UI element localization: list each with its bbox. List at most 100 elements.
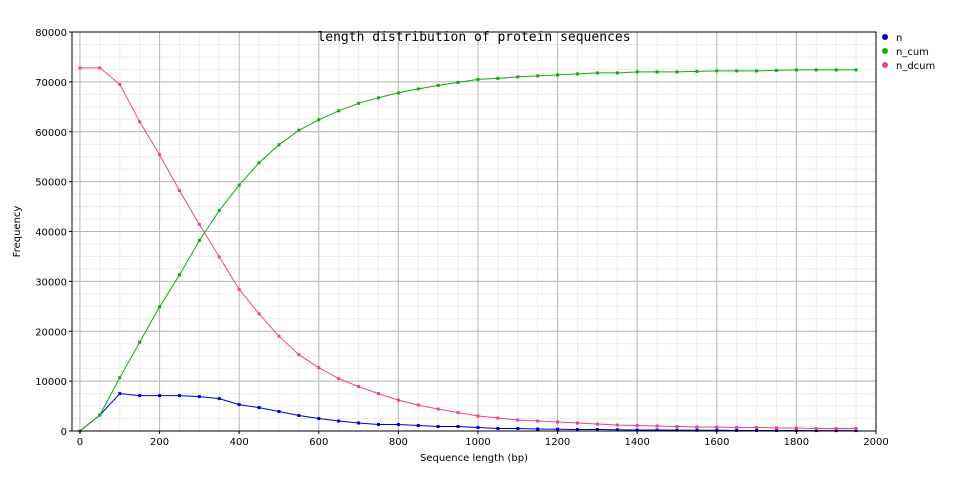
chart-title: length distribution of protein sequences [317,30,630,45]
data-point-n [416,424,420,428]
x-tick-label: 1200 [545,437,570,448]
data-point-n_cum [217,209,221,213]
data-point-n_cum [735,69,739,73]
data-point-n_cum [655,70,659,74]
x-axis-label: Sequence length (bp) [420,453,528,464]
data-point-n [277,410,281,414]
data-point-n_cum [496,76,500,80]
data-point-n_cum [814,68,818,72]
x-tick-label: 2000 [863,437,888,448]
data-point-n_dcum [715,425,719,429]
data-point-n_dcum [695,425,699,429]
data-point-n_dcum [217,255,221,259]
data-point-n_dcum [98,66,102,70]
data-point-n_cum [456,80,460,84]
data-point-n_dcum [476,414,480,418]
data-point-n_dcum [496,416,500,420]
data-point-n_cum [337,109,341,113]
legend-marker-n_dcum [882,62,888,68]
data-point-n_cum [755,69,759,73]
data-point-n_cum [615,71,619,75]
data-point-n_cum [675,70,679,74]
data-point-n_cum [197,238,201,242]
data-point-n_dcum [774,426,778,430]
x-tick-label: 1000 [465,437,490,448]
data-point-n [337,419,341,423]
data-point-n [615,428,619,432]
data-point-n [595,428,599,432]
x-tick-label: 1600 [704,437,729,448]
data-point-n_dcum [277,334,281,338]
data-point-n [476,426,480,430]
data-point-n_dcum [297,353,301,357]
data-point-n [237,403,241,407]
data-point-n [357,421,361,425]
series-line-n [79,393,857,432]
data-point-n [575,428,579,432]
data-point-n_dcum [197,223,201,227]
data-point-n_dcum [158,153,162,157]
data-point-n_dcum [237,287,241,291]
data-point-n_cum [376,96,380,100]
data-point-n_cum [556,73,560,77]
data-point-n [496,427,500,431]
series-line-n_cum [79,69,857,432]
data-point-n_cum [516,75,520,79]
data-point-n_dcum [556,420,560,424]
data-point-n_dcum [456,411,460,415]
data-point-n [536,427,540,431]
data-point-n_cum [536,74,540,78]
data-point-n_cum [436,83,440,87]
data-point-n_dcum [138,120,142,124]
y-tick-label: 0 [61,427,67,438]
data-point-n_dcum [337,377,341,381]
data-point-n_dcum [376,392,380,396]
legend-label-n_dcum: n_dcum [896,61,935,72]
data-point-n [376,423,380,427]
data-point-n_cum [416,87,420,91]
data-point-n [317,417,321,421]
x-tick-label: 1800 [784,437,809,448]
data-point-n_dcum [396,398,400,402]
data-point-n_cum [715,69,719,73]
y-tick-label: 30000 [35,277,67,288]
legend: n n_cum n_dcum [882,33,935,72]
data-point-n [516,427,520,431]
data-point-n_cum [854,68,858,72]
series-layer [78,66,858,433]
data-point-n_cum [834,68,838,72]
data-point-n [138,394,142,398]
data-point-n [655,428,659,432]
data-point-n_cum [357,101,361,105]
data-point-n_dcum [436,407,440,411]
data-point-n_cum [237,183,241,187]
x-tick-label: 400 [230,437,249,448]
data-point-n [257,406,261,410]
data-point-n_cum [277,143,281,147]
data-point-n_cum [118,376,122,380]
y-tick-label: 50000 [35,178,67,189]
data-point-n_dcum [735,426,739,430]
y-tick-label: 10000 [35,377,67,388]
data-point-n_cum [575,72,579,76]
y-tick-label: 40000 [35,228,67,239]
data-point-n_cum [774,68,778,72]
data-point-n [436,425,440,429]
data-point-n [177,394,181,398]
legend-label-n: n [896,33,902,44]
data-point-n_dcum [575,421,579,425]
data-point-n_cum [695,69,699,73]
data-point-n [197,395,201,399]
data-point-n_dcum [675,425,679,429]
data-point-n_cum [595,71,599,75]
data-point-n [556,427,560,431]
data-point-n [695,428,699,432]
data-point-n [675,428,679,432]
y-axis-label: Frequency [12,206,23,258]
series-line-n_dcum [80,67,857,429]
data-point-n_cum [297,128,301,132]
data-point-n_cum [794,68,798,72]
data-point-n [158,394,162,398]
data-point-n_dcum [635,424,639,428]
